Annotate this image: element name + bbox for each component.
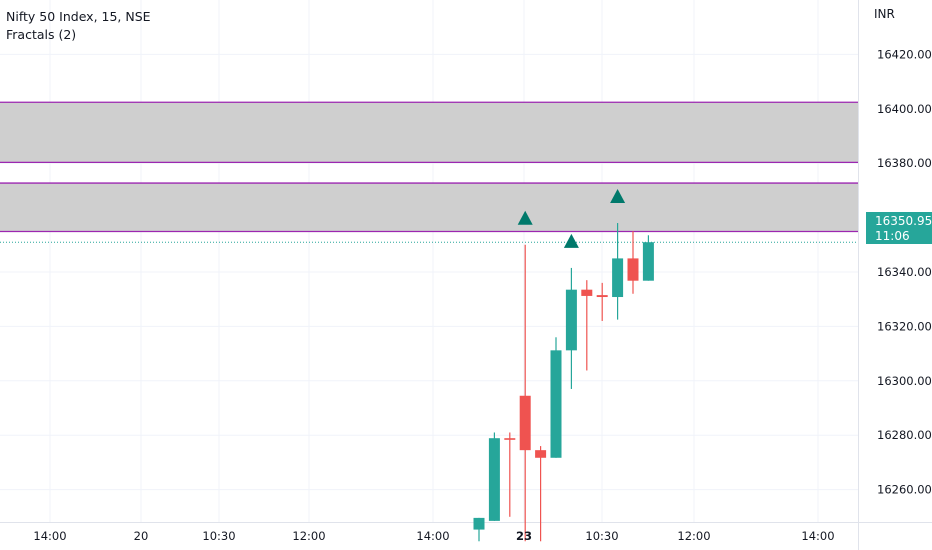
resistance-zones — [0, 101, 858, 233]
candle — [519, 244, 531, 542]
candle — [581, 280, 593, 371]
price-tick-label: 16260.00 — [877, 483, 932, 497]
chart-legend: Nifty 50 Index, 15, NSE Fractals (2) — [6, 8, 151, 44]
bar-countdown: 11:06 — [875, 229, 910, 243]
candle-body — [488, 438, 500, 521]
fractal-up-marker — [563, 233, 579, 248]
time-tick-label: 14:00 — [33, 529, 66, 543]
candle-body — [473, 517, 485, 530]
candle-body — [519, 395, 531, 451]
time-tick-label: 10:30 — [202, 529, 235, 543]
candle-body — [642, 242, 654, 281]
time-tick-label: 10:30 — [585, 529, 618, 543]
candle — [504, 432, 516, 517]
candles-layer — [473, 223, 654, 542]
candle-body — [550, 350, 562, 458]
candle-body — [612, 258, 624, 298]
currency-label: INR — [874, 7, 895, 21]
candle-body — [627, 258, 639, 281]
candle-body — [581, 289, 593, 296]
price-tick-label: 16280.00 — [877, 428, 932, 442]
price-tick-label: 16320.00 — [877, 319, 932, 333]
indicator-label[interactable]: Fractals (2) — [6, 27, 77, 42]
time-tick-label: 14:00 — [801, 529, 834, 543]
price-tick-label: 16420.00 — [877, 47, 932, 61]
candle — [565, 267, 577, 389]
price-tick-label: 16300.00 — [877, 374, 932, 388]
fractal-up-marker — [517, 210, 533, 225]
candle — [612, 223, 624, 320]
zone-band — [0, 102, 858, 163]
candle — [535, 446, 547, 542]
price-tick-label: 16380.00 — [877, 156, 932, 170]
candle — [627, 231, 639, 294]
time-tick-label: 12:00 — [677, 529, 710, 543]
candle — [488, 432, 500, 521]
candle — [473, 517, 485, 542]
time-tick-label: 14:00 — [416, 529, 449, 543]
candle-body — [565, 289, 577, 351]
candle-body — [596, 295, 608, 298]
last-price-value: 16350.95 — [875, 214, 932, 228]
candle-body — [504, 438, 516, 440]
last-price-tag: 16350.95 11:06 — [866, 212, 932, 244]
candle — [596, 282, 608, 321]
candle-body — [535, 450, 547, 458]
time-axis[interactable]: 14:00 20 10:30 12:00 14:00 23 10:30 12:00 14:00 — [33, 529, 834, 543]
candle — [642, 235, 654, 281]
zone-band — [0, 183, 858, 232]
price-tick-label: 16400.00 — [877, 102, 932, 116]
fractal-up-marker — [610, 189, 626, 204]
time-tick-label: 20 — [134, 529, 149, 543]
price-tick-label: 16340.00 — [877, 265, 932, 279]
symbol-title[interactable]: Nifty 50 Index, 15, NSE — [6, 9, 151, 24]
time-tick-label: 12:00 — [292, 529, 325, 543]
candle — [550, 337, 562, 458]
time-tick-label: 23 — [516, 529, 532, 543]
fractal-markers — [517, 189, 626, 248]
price-axis[interactable]: INR16420.0016400.0016380.0016360.0016340… — [874, 7, 932, 497]
